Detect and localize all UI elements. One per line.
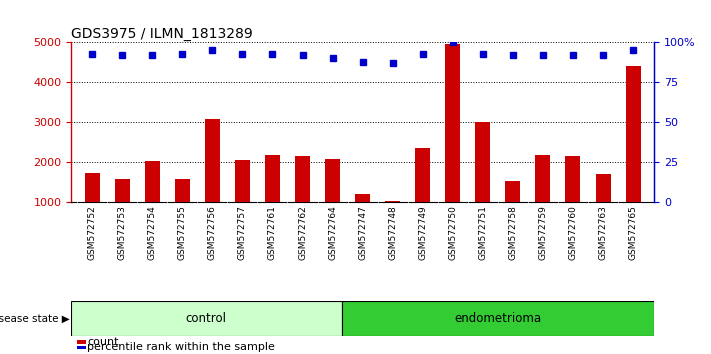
Text: GSM572754: GSM572754 (148, 205, 156, 259)
Text: GSM572757: GSM572757 (238, 205, 247, 259)
Bar (295, 155, 310, 202)
Text: percentile rank within the sample: percentile rank within the sample (87, 342, 275, 353)
Text: GSM572750: GSM572750 (448, 205, 457, 259)
Text: GSM572749: GSM572749 (418, 205, 427, 259)
Text: GSM572761: GSM572761 (268, 205, 277, 259)
Bar (415, 148, 430, 202)
Text: GSM572747: GSM572747 (358, 205, 367, 259)
Bar (145, 161, 160, 202)
Bar (445, 45, 460, 202)
Text: GSM572762: GSM572762 (298, 205, 307, 259)
Bar (355, 194, 370, 202)
Text: GSM572751: GSM572751 (479, 205, 487, 259)
Text: GSM572748: GSM572748 (388, 205, 397, 259)
Text: GSM572752: GSM572752 (87, 205, 97, 259)
Bar (341, 301, 654, 336)
Text: count: count (87, 337, 119, 347)
Bar (626, 65, 641, 202)
Text: endometrioma: endometrioma (454, 312, 541, 325)
Bar (175, 179, 190, 202)
Bar (71, 301, 341, 336)
Bar (476, 122, 491, 202)
Text: GSM572758: GSM572758 (508, 205, 518, 259)
Text: GSM572760: GSM572760 (569, 205, 577, 259)
Bar (325, 159, 340, 202)
Text: GSM572756: GSM572756 (208, 205, 217, 259)
Bar (77, 341, 86, 344)
Bar (114, 179, 129, 202)
Bar (77, 346, 86, 349)
Text: GSM572765: GSM572765 (629, 205, 638, 259)
Bar (385, 201, 400, 202)
Bar (565, 155, 580, 202)
Text: disease state ▶: disease state ▶ (0, 314, 70, 324)
Bar (535, 155, 550, 202)
Text: control: control (186, 312, 227, 325)
Bar (506, 181, 520, 202)
Bar (265, 155, 280, 202)
Bar (205, 119, 220, 202)
Text: GDS3975 / ILMN_1813289: GDS3975 / ILMN_1813289 (71, 28, 253, 41)
Bar (596, 174, 611, 202)
Text: GSM572764: GSM572764 (328, 205, 337, 259)
Text: GSM572755: GSM572755 (178, 205, 187, 259)
Text: GSM572759: GSM572759 (538, 205, 547, 259)
Text: GSM572763: GSM572763 (599, 205, 607, 259)
Text: GSM572753: GSM572753 (118, 205, 127, 259)
Bar (85, 173, 100, 202)
Bar (235, 160, 250, 202)
